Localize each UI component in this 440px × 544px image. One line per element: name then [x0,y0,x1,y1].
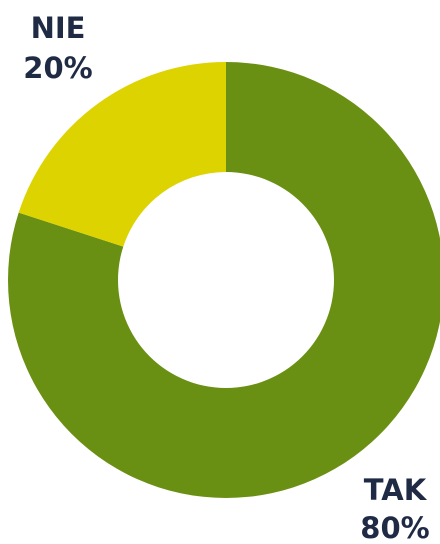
slice-category-label: NIE [31,11,86,45]
donut-slice [18,62,227,247]
slice-value-label: 20% [23,51,92,85]
slice-value-label: 80% [360,511,429,544]
slice-category-label: TAK [364,473,428,507]
donut-slice [8,62,440,498]
